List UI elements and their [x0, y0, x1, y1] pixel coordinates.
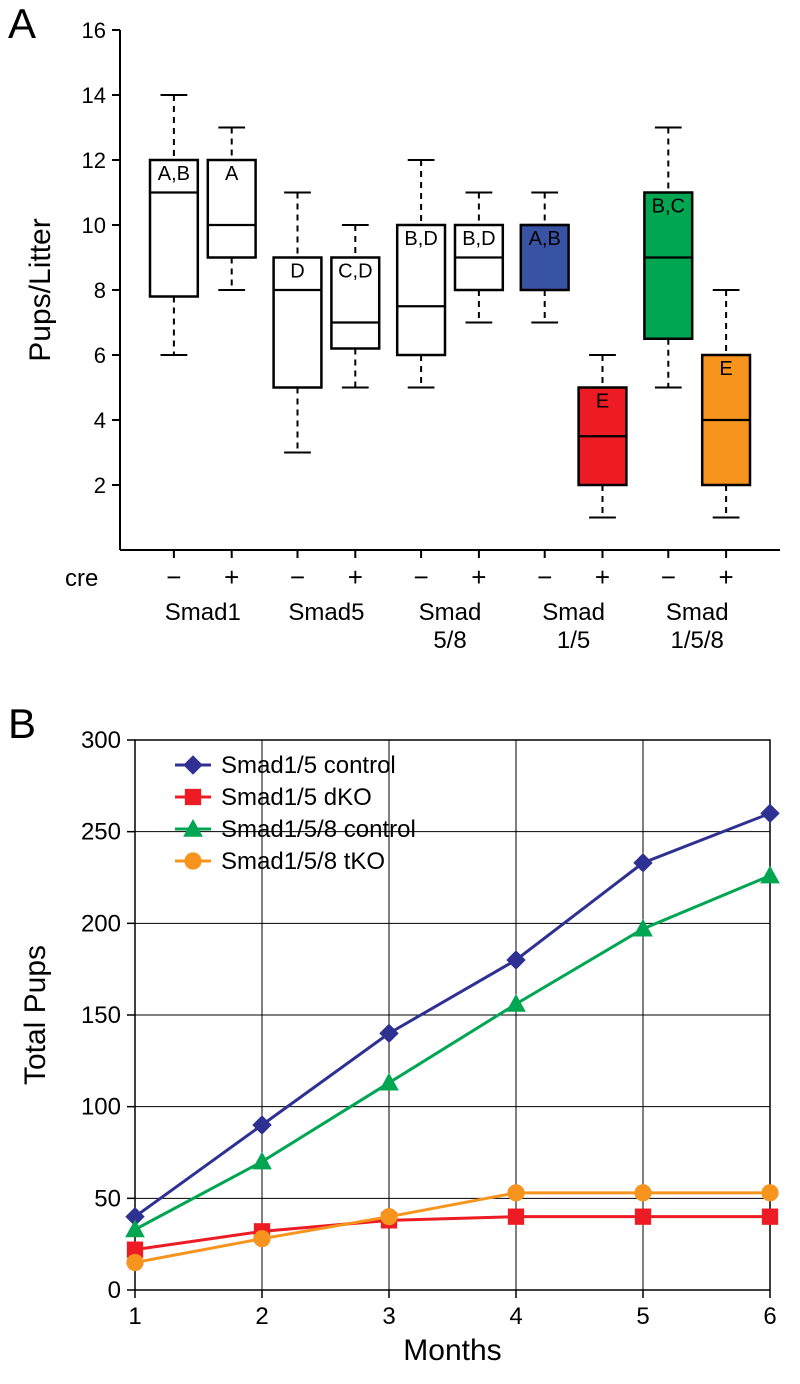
svg-text:1: 1: [128, 1303, 141, 1330]
svg-text:−: −: [414, 562, 429, 592]
svg-text:5: 5: [636, 1303, 649, 1330]
svg-text:14: 14: [82, 83, 106, 108]
svg-text:1/5/8: 1/5/8: [671, 627, 724, 654]
svg-text:6: 6: [763, 1303, 776, 1330]
svg-text:50: 50: [94, 1185, 121, 1212]
svg-text:A,B: A,B: [158, 163, 190, 185]
svg-text:−: −: [661, 562, 676, 592]
svg-text:C,D: C,D: [338, 261, 372, 283]
svg-text:B,D: B,D: [462, 228, 495, 250]
svg-text:16: 16: [82, 18, 106, 43]
panel-a-boxplot: 2 4 6 8 10 12 14 16 Pups/Litter A,B A D C,D B,D B,D A,B…: [0, 0, 800, 700]
svg-text:12: 12: [82, 148, 106, 173]
svg-text:cre: cre: [65, 565, 98, 592]
svg-text:3: 3: [382, 1303, 395, 1330]
svg-text:D: D: [290, 261, 304, 283]
svg-text:+: +: [224, 562, 239, 592]
svg-text:+: +: [595, 562, 610, 592]
svg-text:0: 0: [108, 1277, 121, 1304]
svg-text:−: −: [166, 562, 181, 592]
svg-text:Smad: Smad: [542, 599, 605, 626]
svg-text:Smad: Smad: [666, 599, 729, 626]
svg-text:Smad1/5 dKO: Smad1/5 dKO: [221, 784, 372, 811]
svg-text:Total Pups: Total Pups: [19, 945, 52, 1085]
svg-text:+: +: [471, 562, 486, 592]
svg-text:300: 300: [81, 727, 121, 754]
svg-text:250: 250: [81, 819, 121, 846]
svg-text:Smad1/5/8 tKO: Smad1/5/8 tKO: [221, 848, 385, 875]
svg-text:Smad: Smad: [419, 599, 482, 626]
svg-text:Months: Months: [403, 1334, 501, 1367]
svg-text:Smad1/5/8 control: Smad1/5/8 control: [221, 816, 416, 843]
svg-text:B,D: B,D: [404, 228, 437, 250]
svg-text:+: +: [719, 562, 734, 592]
svg-text:200: 200: [81, 910, 121, 937]
svg-text:−: −: [537, 562, 552, 592]
svg-text:10: 10: [82, 213, 106, 238]
svg-text:Pups/Litter: Pups/Litter: [24, 218, 57, 361]
svg-text:8: 8: [94, 278, 106, 303]
svg-text:A: A: [225, 163, 239, 185]
svg-text:E: E: [596, 391, 609, 413]
svg-text:6: 6: [94, 343, 106, 368]
svg-text:2: 2: [255, 1303, 268, 1330]
panel-b-linechart: 1 2 3 4 5 6 0 50 100 150 200 250 300 Months Total Pups…: [0, 700, 800, 1384]
svg-text:150: 150: [81, 1002, 121, 1029]
svg-text:A,B: A,B: [529, 228, 561, 250]
svg-text:Smad1/5 control: Smad1/5 control: [221, 752, 396, 779]
svg-text:4: 4: [509, 1303, 522, 1330]
svg-text:Smad5: Smad5: [288, 599, 364, 626]
svg-text:2: 2: [94, 473, 106, 498]
svg-text:+: +: [348, 562, 363, 592]
svg-text:5/8: 5/8: [433, 627, 466, 654]
svg-text:100: 100: [81, 1094, 121, 1121]
svg-text:1/5: 1/5: [557, 627, 590, 654]
svg-text:Smad1: Smad1: [165, 599, 241, 626]
svg-text:4: 4: [94, 408, 106, 433]
svg-text:B,C: B,C: [652, 196, 685, 218]
figure: A 2 4 6 8 10 12 14 16 Pups/Litter A,B A D C,D B,D B,D A…: [0, 0, 800, 1384]
svg-text:−: −: [290, 562, 305, 592]
svg-text:E: E: [719, 358, 732, 380]
